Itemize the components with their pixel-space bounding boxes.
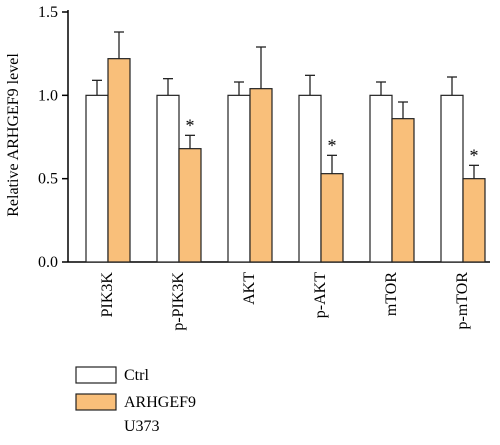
y-tick-label: 0.5 [38, 171, 58, 188]
significance-marker: * [328, 135, 337, 155]
legend-label-arhgef9: ARHGEF9 [124, 394, 196, 411]
y-tick-label: 1.0 [38, 87, 58, 104]
significance-marker: * [470, 145, 479, 165]
bar-arhgef9-p-akt [320, 173, 344, 263]
x-axis: PIK3K p-PIK3K AKT p-AKT mTOR p-mTOR [68, 261, 490, 331]
legend-sublabel: U373 [124, 418, 160, 435]
x-tick-label: PIK3K [99, 272, 116, 318]
legend-swatch-arhgef9 [75, 393, 117, 411]
bar-ctrl-p-akt [298, 94, 322, 263]
bar-ctrl-p-mtor [440, 94, 464, 263]
bar-arhgef9-p-pik3k [178, 148, 202, 263]
y-axis: 0.0 0.5 1.0 1.5 Relative ARHGEF9 level [5, 4, 69, 271]
x-tick-label: AKT [241, 272, 258, 305]
bar-arhgef9-p-mtor [462, 178, 486, 263]
legend-label-ctrl: Ctrl [124, 367, 149, 384]
bar-ctrl-p-pik3k [156, 94, 180, 263]
bar-ctrl-akt [227, 94, 251, 263]
x-tick-label: mTOR [383, 272, 400, 316]
bar-arhgef9-akt [249, 88, 273, 263]
bar-ctrl-pik3k [85, 94, 109, 263]
y-tick-label: 1.5 [38, 4, 58, 21]
significance-marker: * [186, 115, 195, 135]
y-tick-label: 0.0 [38, 254, 58, 271]
bar-series: * * * [85, 31, 486, 263]
legend: Ctrl ARHGEF9 U373 [75, 366, 196, 435]
x-tick-label: p-AKT [312, 272, 329, 318]
legend-swatch-ctrl [75, 366, 117, 384]
bar-arhgef9-pik3k [107, 58, 131, 263]
y-axis-title: Relative ARHGEF9 level [5, 53, 22, 217]
x-tick-label: p-mTOR [454, 272, 471, 330]
bar-arhgef9-mtor [391, 118, 415, 263]
x-tick-label: p-PIK3K [170, 272, 187, 331]
bar-ctrl-mtor [369, 94, 393, 263]
